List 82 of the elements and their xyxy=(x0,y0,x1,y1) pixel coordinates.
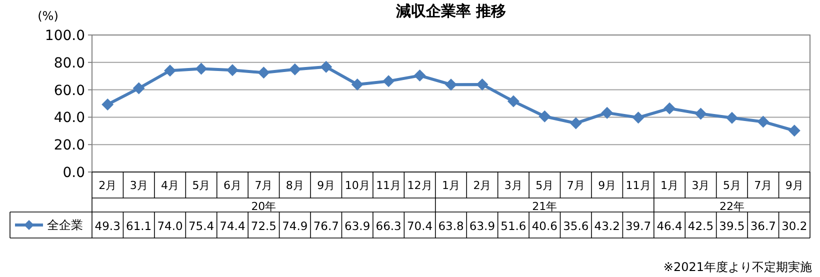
x-tick-label: 5月 xyxy=(536,179,554,192)
point xyxy=(788,124,800,137)
x-tick-label: 9月 xyxy=(598,179,616,192)
chart-title: 減収企業率 推移 xyxy=(394,2,506,20)
point xyxy=(132,82,145,94)
data-label: 63.8 xyxy=(438,219,464,233)
data-label: 61.1 xyxy=(126,219,152,233)
y-tick-label: 100.0 xyxy=(44,28,85,44)
data-label: 43.2 xyxy=(594,219,620,233)
point xyxy=(320,60,332,73)
x-tick-label: 3月 xyxy=(504,179,522,192)
data-label: 63.9 xyxy=(344,219,370,233)
text: 22年 xyxy=(719,200,744,213)
data-label: 39.7 xyxy=(626,219,652,233)
point xyxy=(726,112,738,124)
point xyxy=(414,70,426,82)
text: ※2021年度より不定期実施 xyxy=(663,260,812,274)
x-tick-label: 8月 xyxy=(286,179,304,192)
point xyxy=(632,112,644,124)
data-label: 42.5 xyxy=(688,219,714,233)
y-tick-label: 40.0 xyxy=(54,110,85,126)
point xyxy=(445,78,457,91)
data-label: 70.4 xyxy=(406,219,433,233)
data-label: 35.6 xyxy=(563,219,589,233)
point xyxy=(351,78,364,90)
x-tick-label: 1月 xyxy=(442,179,460,192)
point xyxy=(288,63,301,76)
data-label: 49.3 xyxy=(94,219,120,233)
x-tick-label: 3月 xyxy=(130,179,148,192)
data-label: 66.3 xyxy=(376,219,402,233)
data-label: 72.5 xyxy=(250,219,276,233)
data-label: 75.4 xyxy=(188,219,214,233)
x-tick-label: 5月 xyxy=(192,179,210,192)
point xyxy=(258,66,270,79)
data-label: 51.6 xyxy=(500,219,526,233)
x-tick-label: 10月 xyxy=(344,179,370,192)
point xyxy=(694,108,707,120)
x-tick-label: 2月 xyxy=(98,179,117,192)
point xyxy=(382,75,395,88)
y-tick-label: 80.0 xyxy=(54,55,85,72)
x-tick-label: 12月 xyxy=(407,179,432,192)
text: 21年 xyxy=(532,200,558,213)
x-tick-label: 2月 xyxy=(473,179,492,192)
x-tick-label: 11月 xyxy=(626,179,651,192)
x-tick-label: 7月 xyxy=(254,179,273,192)
y-tick-label: 20.0 xyxy=(54,138,85,154)
data-label: 39.5 xyxy=(719,219,745,233)
point xyxy=(195,62,208,75)
point xyxy=(664,102,676,114)
data-label: 74.0 xyxy=(157,219,183,233)
data-label: 36.7 xyxy=(750,219,776,233)
x-tick-label: 9月 xyxy=(785,179,804,192)
x-tick-label: 5月 xyxy=(722,179,741,192)
data-label: 63.9 xyxy=(469,219,496,233)
x-tick-label: 9月 xyxy=(317,179,336,192)
x-tick-label: 11月 xyxy=(376,179,402,192)
data-label: 40.6 xyxy=(532,219,558,233)
y-axis-title: (%) xyxy=(38,9,58,23)
data-label: 76.7 xyxy=(313,219,339,233)
y-tick-label: 0.0 xyxy=(62,165,85,181)
point xyxy=(476,78,488,90)
x-tick-label: 4月 xyxy=(161,179,180,192)
point xyxy=(164,64,176,77)
point xyxy=(757,116,770,128)
y-tick-label: 60.0 xyxy=(54,82,85,99)
point xyxy=(538,110,551,122)
x-tick-label: 1月 xyxy=(660,179,679,192)
point xyxy=(601,106,614,119)
legend-label: 全企業 xyxy=(47,218,83,232)
x-tick-label: 6月 xyxy=(223,179,242,192)
x-tick-label: 3月 xyxy=(692,179,710,192)
data-label: 74.9 xyxy=(282,219,308,233)
data-label: 46.4 xyxy=(656,219,682,233)
x-tick-label: 7月 xyxy=(566,179,585,192)
point xyxy=(102,98,114,110)
data-label: 74.4 xyxy=(220,219,246,233)
point xyxy=(226,64,238,76)
point xyxy=(570,117,582,130)
text: 20年 xyxy=(251,200,276,213)
x-tick-label: 7月 xyxy=(754,179,772,192)
point xyxy=(507,95,520,108)
data-label: 30.2 xyxy=(782,219,808,233)
